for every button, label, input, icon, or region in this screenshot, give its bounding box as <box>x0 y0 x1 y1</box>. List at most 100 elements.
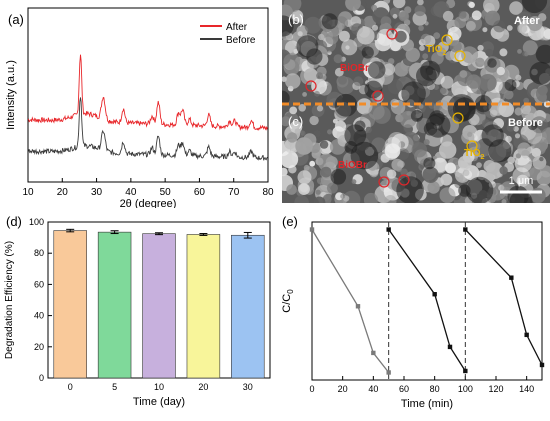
cycle-1-point <box>356 304 360 308</box>
sem-particle <box>493 20 505 32</box>
bar-day-20 <box>187 234 220 378</box>
sem-particle <box>295 137 313 155</box>
sem-particle <box>466 21 476 31</box>
x-tick-label: 70 <box>228 187 240 198</box>
y-tick-label: 80 <box>34 248 44 258</box>
sem-shadow <box>466 177 493 203</box>
sem-particle <box>507 25 513 31</box>
sem-particle <box>484 160 496 172</box>
sem-particle <box>539 157 543 161</box>
panel-label-a: (a) <box>8 12 24 27</box>
sem-particle <box>399 11 410 22</box>
cycle-3-point <box>524 333 528 337</box>
sem-particle <box>490 110 497 117</box>
tio2-sub: 2 <box>480 154 484 161</box>
y-tick-label: 60 <box>34 279 44 289</box>
x-tick-label: 60 <box>399 384 409 394</box>
x-axis-label: Time (day) <box>133 396 185 408</box>
cycle-2-line <box>389 230 466 372</box>
sem-particle <box>385 137 401 153</box>
sem-particle <box>352 179 357 184</box>
y-axis-label: C/C0 <box>281 289 295 313</box>
x-tick-label: 80 <box>430 384 440 394</box>
sem-particle <box>424 139 430 145</box>
sem-particle <box>406 48 420 62</box>
before-label: Before <box>508 117 543 129</box>
sem-particle <box>309 161 315 167</box>
tio2-main: TiO <box>464 148 481 159</box>
sem-shadow <box>448 94 476 122</box>
sem-particle <box>440 88 447 95</box>
cycle-2-point <box>386 227 390 231</box>
y-axis-label: Intensity (a.u.) <box>5 60 17 130</box>
x-tick-label: 20 <box>57 187 69 198</box>
sem-particle <box>461 131 474 144</box>
sem-particle <box>285 73 301 89</box>
sem-particle <box>475 58 485 68</box>
x-tick-label: 20 <box>338 384 348 394</box>
xrd-series-after <box>28 55 268 130</box>
sem-particle <box>425 21 429 25</box>
sem-shadow <box>488 139 511 162</box>
sem-particle <box>421 34 432 45</box>
sem-particle <box>515 133 520 138</box>
sem-shadow <box>396 176 424 203</box>
sem-particle <box>326 32 339 45</box>
sem-particle <box>448 27 462 41</box>
sem-particle <box>387 169 396 178</box>
sem-particle <box>521 104 531 114</box>
sem-particle <box>334 54 343 63</box>
sem-particle <box>309 116 318 125</box>
x-axis-label: Time (min) <box>401 398 453 410</box>
sem-particle <box>381 16 392 27</box>
sem-shadow <box>429 110 444 125</box>
cycle-1-line <box>312 230 389 373</box>
sem-particle <box>530 188 545 203</box>
sem-shadow <box>411 110 423 122</box>
x-tick-label: 0 <box>68 382 73 392</box>
sem-particle <box>415 5 426 16</box>
sem-particle <box>478 45 484 51</box>
sem-particle <box>316 190 321 195</box>
sem-particle <box>469 2 475 8</box>
panel-label-b: (b) <box>288 12 304 27</box>
sem-particle <box>283 53 300 70</box>
cycle-1-point <box>371 351 375 355</box>
sem-particle <box>504 90 514 100</box>
sem-particle <box>524 52 528 56</box>
tio2-sub: 2 <box>442 50 446 57</box>
sem-particle <box>396 166 402 172</box>
sem-particle <box>294 36 298 40</box>
bar-day-30 <box>231 235 264 378</box>
sem-particle <box>371 5 377 11</box>
panel-label-e: (e) <box>282 214 298 229</box>
sem-particle <box>317 105 323 111</box>
bar-day-0 <box>54 231 87 378</box>
y-tick-label: 40 <box>34 311 44 321</box>
x-tick-label: 10 <box>22 187 34 198</box>
sem-particle <box>499 166 507 174</box>
x-tick-label: 60 <box>194 187 206 198</box>
sem-particle <box>423 167 439 183</box>
sem-particle <box>286 184 297 195</box>
cycle-3-point <box>463 227 467 231</box>
sem-particle <box>304 68 318 82</box>
y-axis-label-sub: 0 <box>286 289 295 294</box>
sem-shadow <box>362 46 374 58</box>
sem-particle <box>340 194 345 199</box>
sem-particle <box>321 167 332 178</box>
sem-particle <box>419 45 425 51</box>
cycle-3-line <box>465 230 542 366</box>
sem-particle <box>427 181 439 193</box>
sem-particle <box>476 162 482 168</box>
y-axis-label: Degradation Efficiency (%) <box>4 241 15 359</box>
sem-particle <box>298 183 310 195</box>
biobr-label-top: BiOBr <box>340 63 369 74</box>
tio2-main: TiO <box>426 44 443 55</box>
sem-particle <box>458 11 466 19</box>
x-tick-label: 40 <box>368 384 378 394</box>
